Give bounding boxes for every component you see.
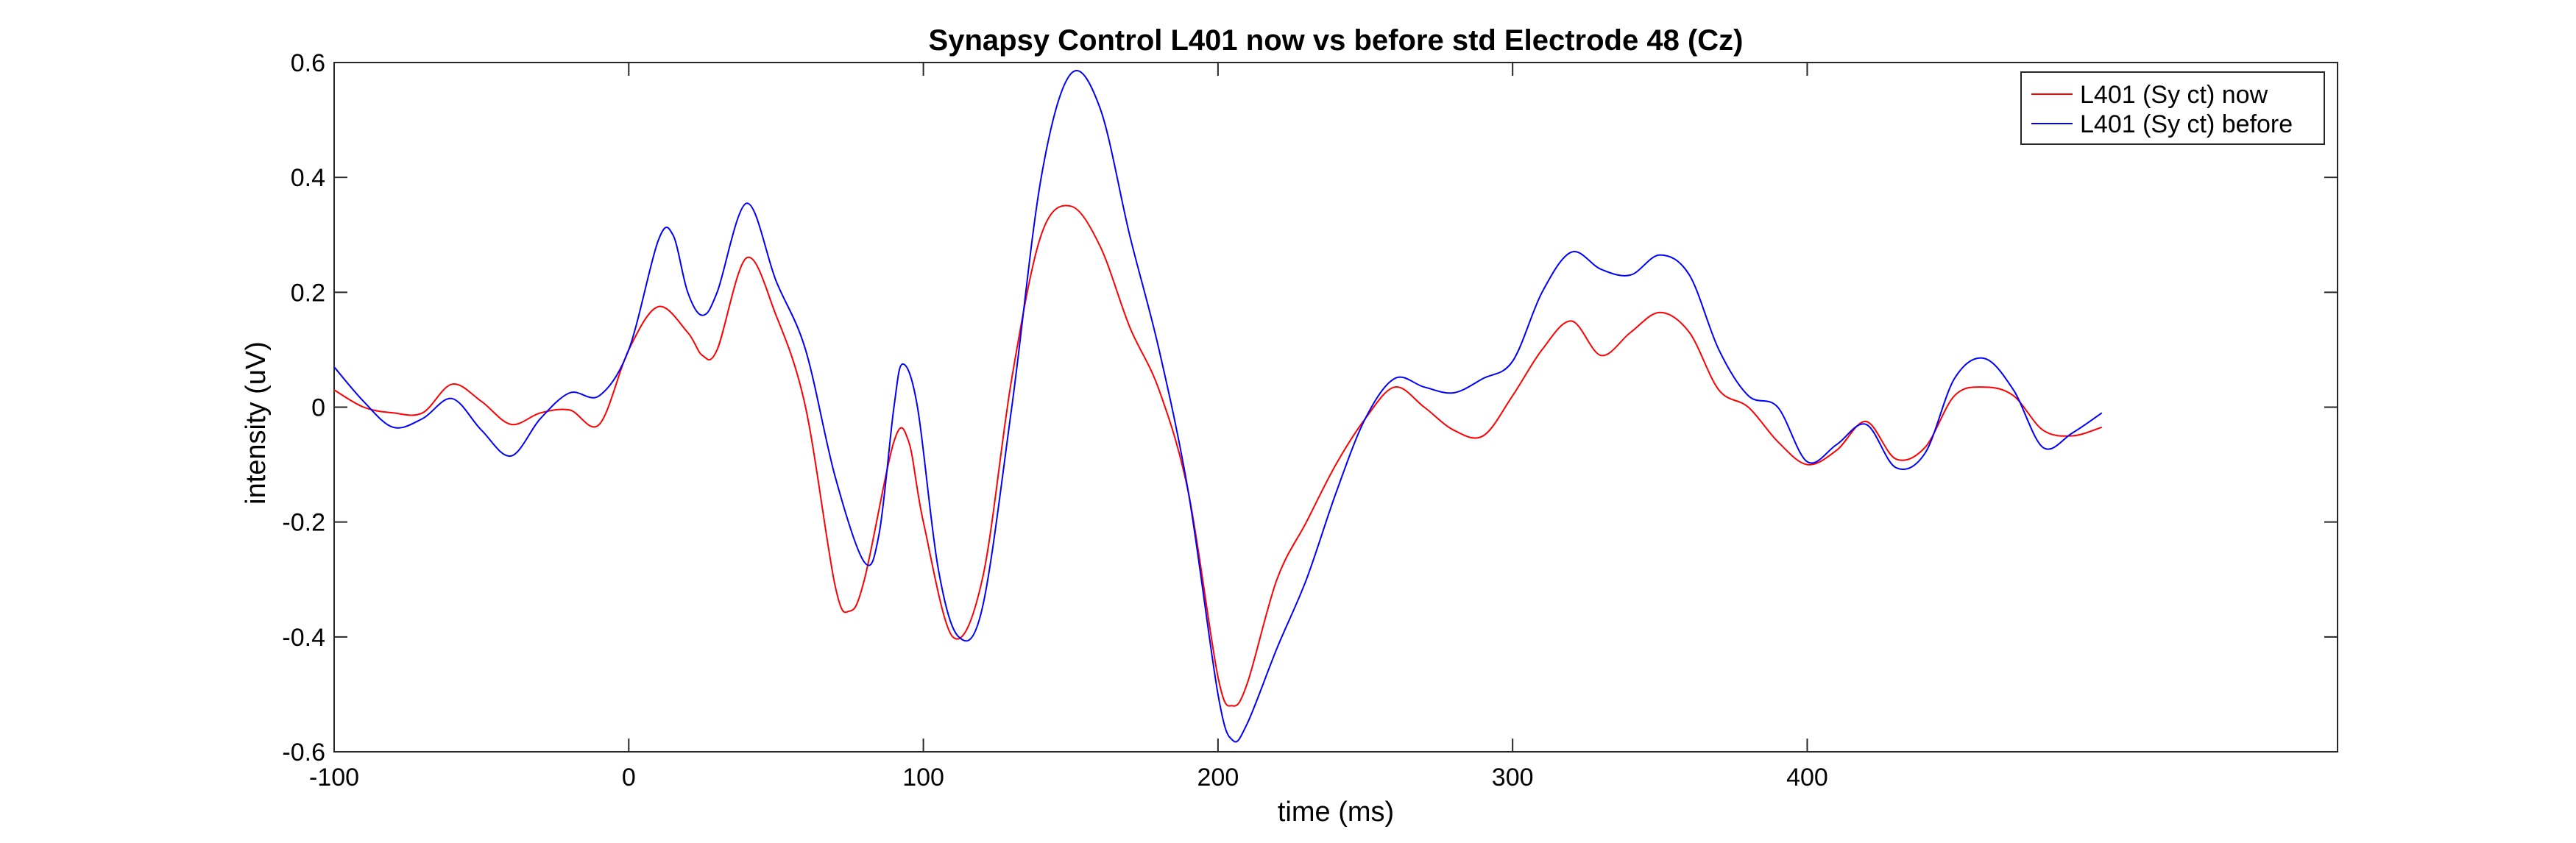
plot-frame xyxy=(333,62,2338,753)
x-tick-label: -100 xyxy=(309,764,359,792)
legend-box xyxy=(2020,71,2325,145)
x-tick-label: 400 xyxy=(1786,764,1828,792)
legend-entry: L401 (Sy ct) now xyxy=(2080,81,2268,109)
y-axis-label: intensity (uV) xyxy=(241,341,272,505)
plot-area xyxy=(333,62,2338,753)
axis-ticks: -100 0 100 200 300 400 -0.6 -0.4 -0.2 0 0.2 0.4 0.6 xyxy=(282,49,2338,792)
y-tick-label: 0.2 xyxy=(291,279,325,307)
series-layer xyxy=(333,70,2103,743)
y-tick-label: -0.4 xyxy=(282,624,325,652)
x-tick-label: 100 xyxy=(902,764,944,792)
x-tick-label: 200 xyxy=(1197,764,1239,792)
x-tick-label: 300 xyxy=(1492,764,1534,792)
y-tick-label: 0.4 xyxy=(291,164,325,192)
x-axis-label: time (ms) xyxy=(1278,797,1394,828)
legend-entry: L401 (Sy ct) before xyxy=(2080,110,2293,138)
chart-title: Synapsy Control L401 now vs before std E… xyxy=(929,24,1744,57)
y-tick-label: -0.6 xyxy=(282,739,325,766)
series-line-1 xyxy=(333,204,2103,707)
y-tick-label: 0.6 xyxy=(291,49,325,77)
y-tick-label: -0.2 xyxy=(282,509,325,537)
x-tick-label: 0 xyxy=(622,764,636,792)
y-tick-label: 0 xyxy=(311,394,325,422)
series-line-2 xyxy=(333,70,2103,743)
